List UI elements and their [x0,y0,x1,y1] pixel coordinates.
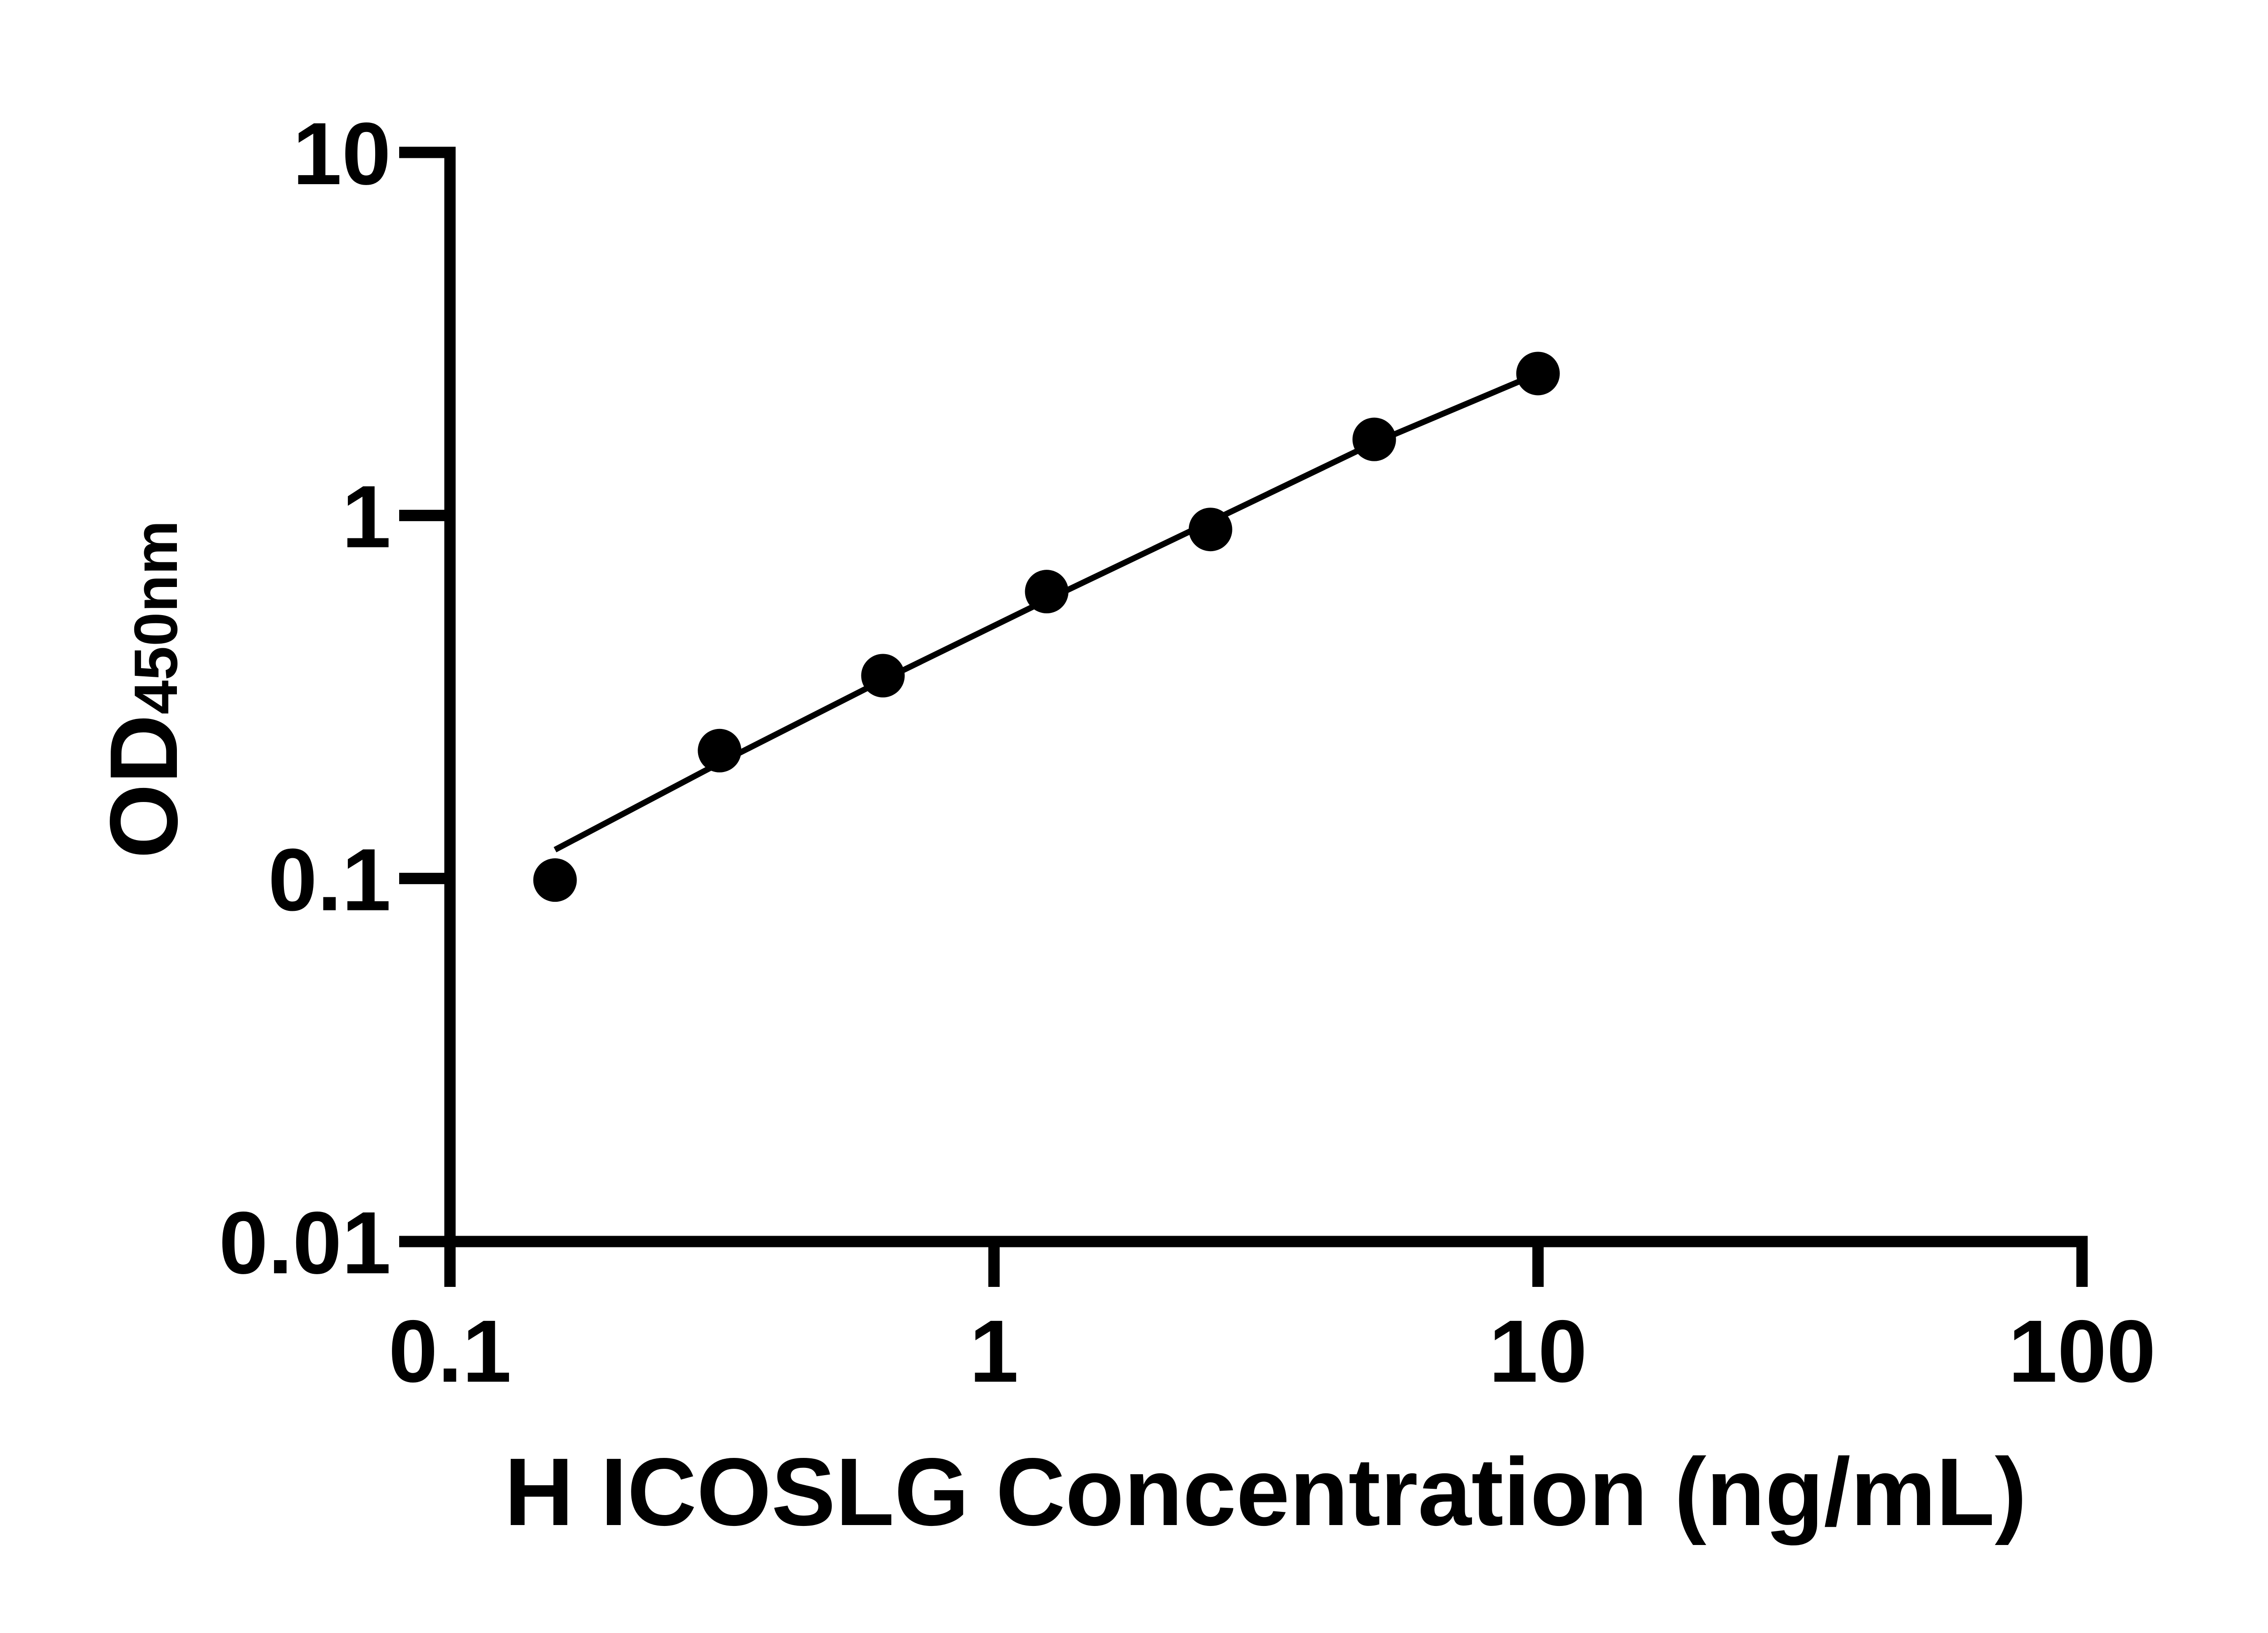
data-point-marker-6 [1352,417,1396,461]
x-tick-label-0.1: 0.1 [388,1302,511,1401]
y-tick-label-0.1: 0.1 [268,831,391,929]
y-tick-label-0.01: 0.01 [219,1193,391,1292]
data-point-marker-3 [861,654,905,698]
data-point-marker-1 [533,858,577,902]
y-tick-label-1: 1 [342,467,391,566]
y-tick-label-10: 10 [293,104,391,203]
x-axis-title: H ICOSLG Concentration (ng/mL) [504,1438,2027,1545]
data-point-marker-5 [1188,508,1232,552]
x-tick-label-10: 10 [1489,1302,1587,1401]
axes-frame [399,147,2088,1287]
x-tick-label-1: 1 [969,1302,1018,1401]
y-axis-title: OD450nm [90,520,197,859]
data-point-marker-7 [1516,352,1560,396]
y-axis-title-sub: 450nm [122,520,190,714]
x-tick-label-100: 100 [2008,1302,2156,1401]
data-point-marker-4 [1025,570,1069,614]
y-axis-title-main: OD [90,714,197,859]
data-point-marker-2 [698,728,742,772]
